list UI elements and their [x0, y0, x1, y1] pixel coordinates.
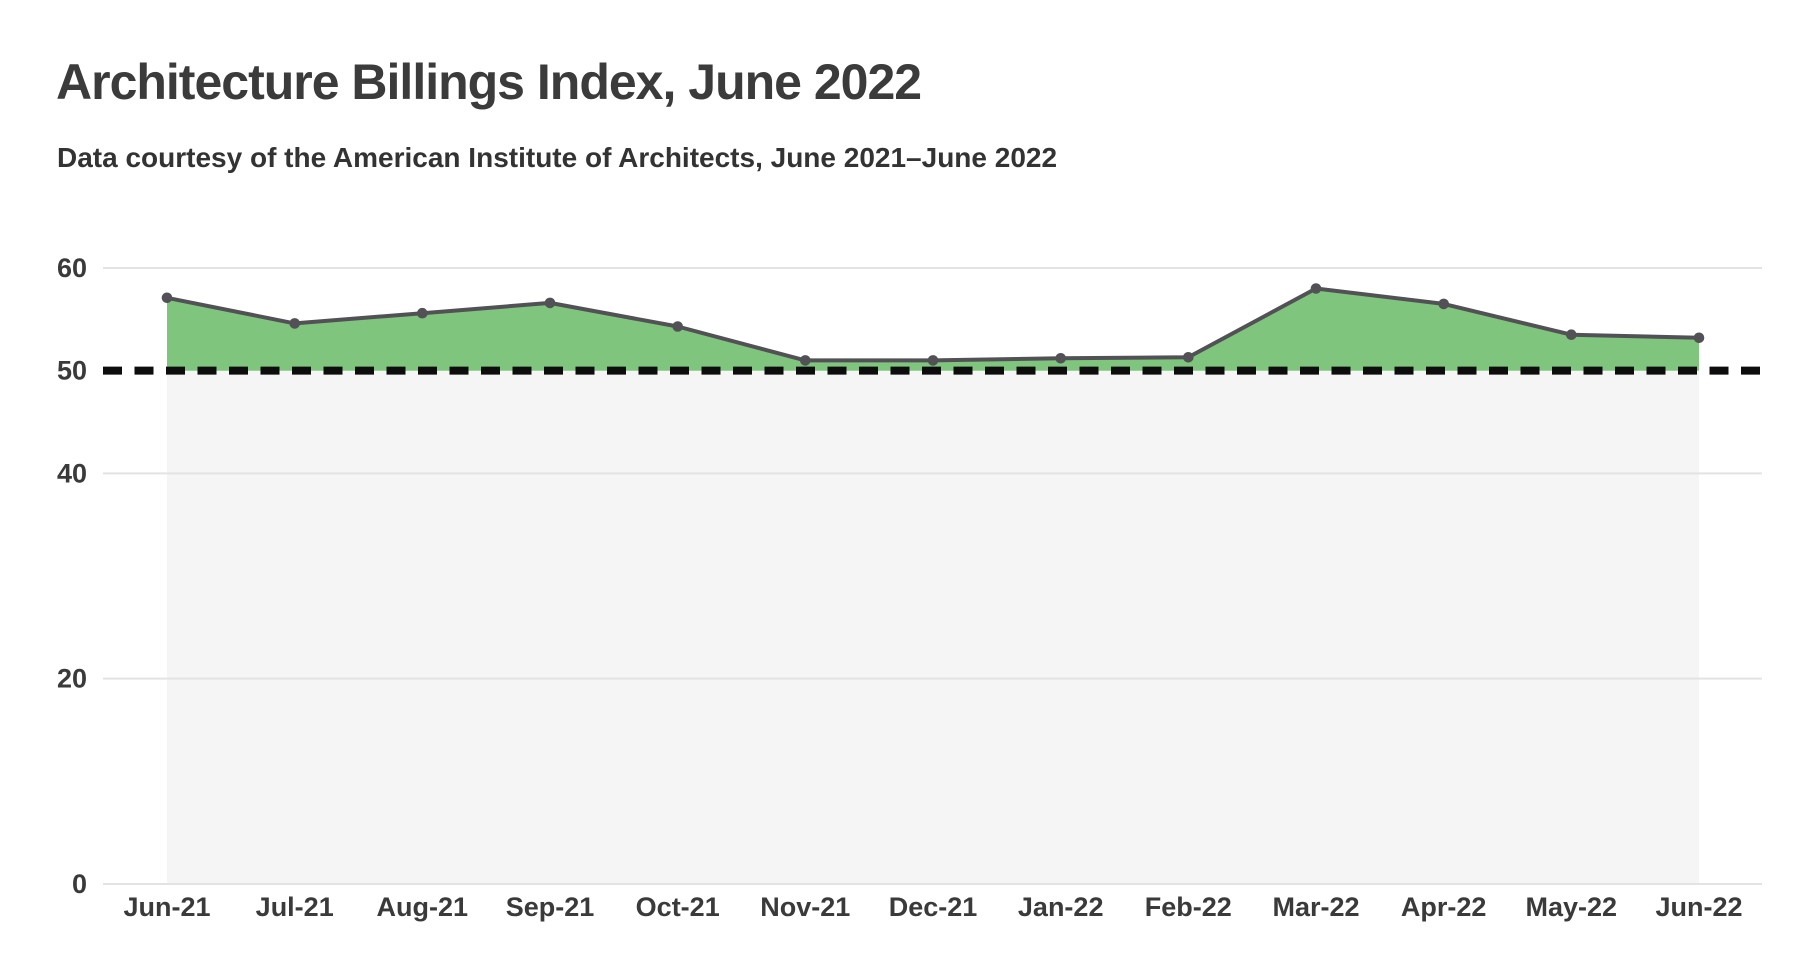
data-point-dec-21	[927, 355, 939, 366]
x-tick-label-nov-21: Nov-21	[760, 892, 850, 922]
data-point-apr-22	[1438, 298, 1449, 310]
data-point-jan-22	[1055, 353, 1066, 364]
y-tick-label-60: 60	[57, 253, 87, 283]
plot-band-below-reference	[167, 370, 1699, 885]
y-tick-label-20: 20	[57, 664, 87, 694]
x-tick-label-dec-21: Dec-21	[889, 892, 978, 922]
x-tick-label-jan-22: Jan-22	[1018, 892, 1104, 922]
abi-area-fill	[167, 288, 1699, 371]
data-point-oct-21	[672, 321, 683, 332]
x-tick-label-jun-22: Jun-22	[1655, 892, 1742, 922]
data-point-may-22	[1566, 329, 1577, 341]
data-point-aug-21	[417, 307, 428, 319]
x-tick-label-aug-21: Aug-21	[377, 892, 469, 922]
chart-subtitle: Data courtesy of the American Institute …	[57, 142, 1058, 173]
data-point-jun-21	[161, 292, 173, 304]
x-tick-label-mar-22: Mar-22	[1272, 892, 1359, 922]
data-point-jul-21	[289, 318, 301, 329]
data-point-feb-22	[1183, 352, 1194, 363]
data-point-sep-21	[544, 297, 556, 309]
data-point-mar-22	[1310, 283, 1322, 294]
x-tick-label-jun-21: Jun-21	[123, 892, 210, 922]
y-tick-label-40: 40	[57, 458, 87, 488]
y-tick-label-50: 50	[57, 356, 87, 386]
x-tick-label-may-22: May-22	[1526, 892, 1618, 922]
x-tick-label-sep-21: Sep-21	[506, 892, 595, 922]
x-tick-label-feb-22: Feb-22	[1145, 892, 1232, 922]
x-tick-label-apr-22: Apr-22	[1401, 892, 1487, 922]
x-tick-label-jul-21: Jul-21	[256, 892, 334, 922]
chart-title: Architecture Billings Index, June 2022	[56, 54, 922, 110]
data-point-jun-22	[1693, 332, 1705, 344]
data-point-nov-21	[800, 355, 811, 366]
y-tick-label-0: 0	[72, 869, 87, 899]
x-tick-label-oct-21: Oct-21	[636, 892, 720, 922]
